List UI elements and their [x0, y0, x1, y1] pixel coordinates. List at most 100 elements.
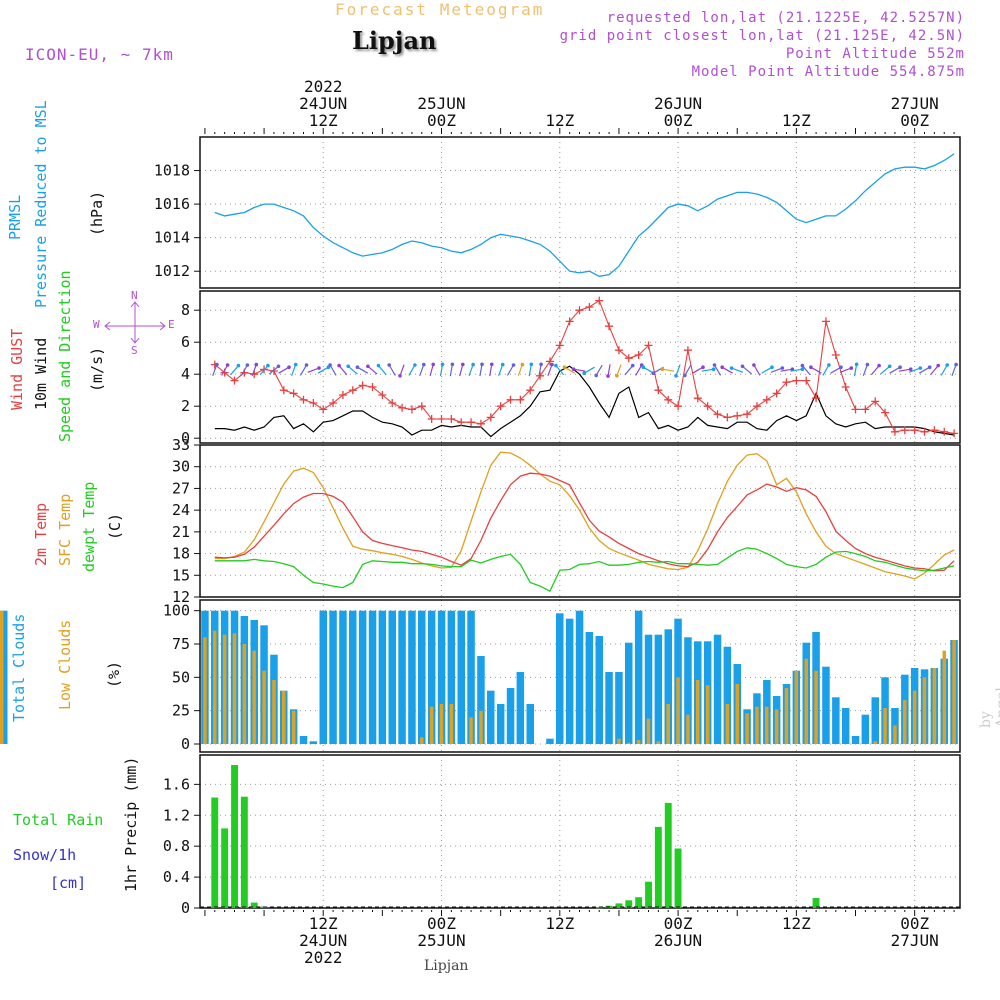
wind-direction-arrow [713, 364, 722, 376]
wind-direction-arrow [378, 365, 387, 376]
wind-direction-arrow [822, 364, 830, 376]
total-cloud-bar [684, 637, 692, 744]
low-cloud-bar [804, 658, 808, 744]
wind-direction-arrow [278, 366, 290, 374]
gust-marker [269, 367, 278, 375]
gust-marker [614, 346, 623, 355]
ytick-label-pressure: 1012 [154, 262, 190, 280]
gust-marker [950, 429, 959, 438]
time-label-top: 12Z [309, 111, 338, 130]
ytick-label-precipitation: 1.2 [163, 806, 190, 824]
wind-direction-arrow [489, 364, 493, 377]
total-cloud-bar [299, 736, 308, 744]
gust-marker [348, 386, 357, 395]
gust-marker [565, 317, 574, 326]
total-cloud-bar [625, 642, 633, 744]
wind-direction-arrowhead [918, 366, 923, 370]
wind-direction-arrow [624, 365, 634, 376]
wind-direction-arrowhead [641, 365, 646, 370]
wind-direction-arrowhead [839, 365, 843, 370]
wind-direction-arrow [506, 364, 515, 376]
pressure-line [214, 153, 955, 277]
panel-frame-pressure [199, 136, 961, 289]
wind-direction-arrowhead [683, 373, 687, 378]
wind-direction-arrowhead [317, 366, 321, 370]
total-cloud-bar [319, 610, 327, 744]
wind-direction-arrow [439, 364, 444, 377]
gust-marker [634, 351, 643, 359]
gust-marker [555, 341, 564, 350]
total-cloud-bar [841, 708, 850, 744]
ytick-label-precipitation: 0.8 [163, 837, 190, 855]
wind-direction-arrow [564, 366, 576, 374]
wind-direction-arrowhead [780, 366, 785, 370]
ytick-label-pressure: 1016 [154, 195, 190, 213]
wind-direction-arrowhead [293, 362, 298, 367]
low-cloud-bar [627, 742, 631, 744]
wind-direction-arrowhead [287, 365, 291, 370]
ytick-label-wind: 0 [181, 429, 190, 447]
wind-direction-arrow [221, 364, 229, 376]
wind-direction-arrowhead [225, 363, 230, 367]
grid-point-coords: grid point closest lon,lat (21.125E, 42.… [559, 28, 965, 44]
rain-bar [625, 900, 633, 908]
wind-direction-arrow [459, 364, 464, 377]
wind-direction-arrowhead [594, 373, 598, 378]
rain-bar [231, 765, 238, 908]
time-label-bottom: 12Z [545, 914, 574, 933]
wind-direction-arrow [573, 368, 586, 372]
total-cloud-bar [506, 688, 515, 744]
wind-direction-arrowhead [511, 363, 516, 367]
ytick-label-wind: 4 [181, 365, 190, 383]
low-cloud-bar [686, 714, 690, 744]
gust-marker [930, 426, 939, 435]
gust-marker [920, 427, 929, 436]
gust-marker [447, 415, 456, 423]
ytick-label-temperature: 15 [172, 566, 190, 584]
time-label-top: 26JUN [654, 94, 702, 113]
gust-marker [437, 415, 446, 423]
compass-e: E [168, 318, 175, 331]
low-cloud-bar [666, 704, 670, 744]
time-label-bottom: 00Z [427, 914, 456, 933]
wind-direction-arrow [780, 368, 793, 372]
gust-marker [812, 394, 821, 403]
low-cloud-bar [617, 738, 621, 744]
wind-direction-arrow [790, 368, 803, 372]
time-label-top: 2022 [304, 77, 343, 96]
panel-frame-clouds [199, 599, 961, 753]
wind-direction-arrowhead [398, 374, 402, 378]
wind-direction-arrowhead [215, 362, 219, 367]
gust-marker [743, 410, 752, 419]
low-cloud-bar [814, 670, 818, 744]
wind-direction-arrow [919, 366, 930, 374]
total-cloud-bar [378, 610, 387, 744]
time-label-top: 00Z [664, 111, 693, 130]
gust-marker [506, 395, 515, 404]
wind-direction-arrow [880, 365, 891, 375]
wind-direction-arrowhead [729, 366, 734, 370]
sfc-temp-line [214, 451, 955, 580]
wind-direction-arrowhead [337, 363, 341, 368]
low-cloud-bar [952, 640, 956, 744]
gust-marker [683, 346, 692, 355]
low-cloud-bar [784, 688, 789, 744]
wind-direction-arrow [419, 364, 425, 377]
gust-marker [644, 341, 653, 350]
total-cloud-bar [349, 610, 357, 744]
gust-marker [733, 411, 742, 420]
wind-direction-arrow [898, 368, 911, 372]
gust-marker [871, 397, 880, 406]
wind-direction-arrowhead [304, 363, 309, 367]
gust-marker [881, 408, 890, 417]
ytick-label-wind: 2 [181, 397, 190, 415]
gust-marker [309, 399, 318, 407]
low-cloud-bar [765, 706, 769, 744]
wind-direction-arrow [212, 364, 218, 377]
wind-direction-arrow [810, 366, 822, 374]
low-cloud-bar [282, 690, 286, 744]
gust-marker [407, 405, 416, 414]
ytick-label-temperature: 12 [172, 588, 190, 606]
gust-marker [851, 405, 860, 414]
gust-marker [792, 376, 801, 385]
